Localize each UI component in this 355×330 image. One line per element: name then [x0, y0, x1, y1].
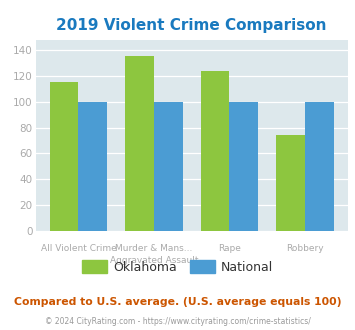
Bar — [305, 102, 334, 231]
Bar — [125, 56, 154, 231]
Title: 2019 Violent Crime Comparison: 2019 Violent Crime Comparison — [56, 18, 327, 33]
Bar — [201, 71, 229, 231]
Bar — [50, 82, 78, 231]
Legend: Oklahoma, National: Oklahoma, National — [77, 255, 278, 279]
Bar — [78, 102, 107, 231]
Bar — [276, 135, 305, 231]
Text: Aggravated Assault: Aggravated Assault — [110, 255, 198, 265]
Bar — [229, 102, 258, 231]
Text: Rape: Rape — [218, 244, 241, 253]
Text: Murder & Mans...: Murder & Mans... — [115, 244, 193, 253]
Text: All Violent Crime: All Violent Crime — [40, 244, 116, 253]
Text: © 2024 CityRating.com - https://www.cityrating.com/crime-statistics/: © 2024 CityRating.com - https://www.city… — [45, 317, 310, 326]
Text: Robbery: Robbery — [286, 244, 324, 253]
Bar — [154, 102, 182, 231]
Text: Compared to U.S. average. (U.S. average equals 100): Compared to U.S. average. (U.S. average … — [14, 297, 341, 307]
